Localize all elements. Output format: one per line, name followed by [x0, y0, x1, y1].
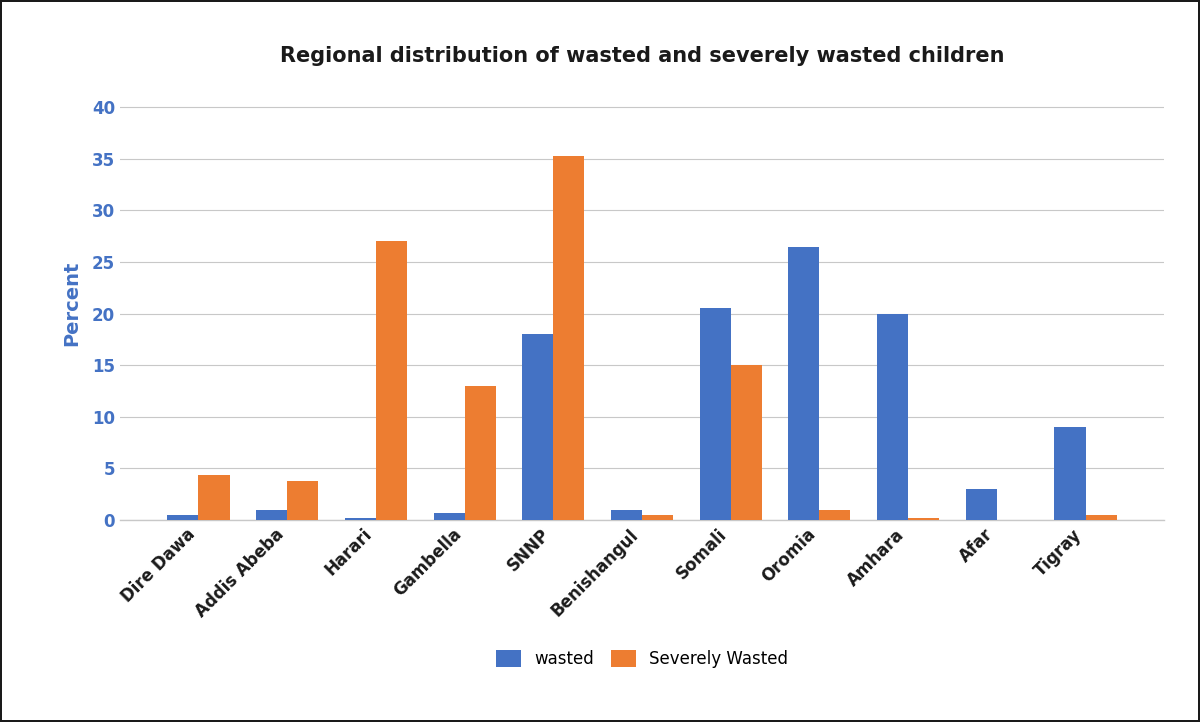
- Bar: [611, 510, 642, 520]
- Bar: [553, 156, 584, 520]
- Bar: [700, 308, 731, 520]
- Y-axis label: Percent: Percent: [62, 261, 80, 346]
- Bar: [433, 513, 464, 520]
- Bar: [966, 489, 997, 520]
- Bar: [1055, 427, 1086, 520]
- Bar: [287, 481, 318, 520]
- Bar: [731, 365, 762, 520]
- Bar: [788, 246, 820, 520]
- Bar: [642, 515, 673, 520]
- Legend: wasted, Severely Wasted: wasted, Severely Wasted: [487, 641, 797, 676]
- Bar: [376, 241, 407, 520]
- Bar: [877, 313, 908, 520]
- Bar: [522, 334, 553, 520]
- Bar: [464, 386, 496, 520]
- Bar: [1086, 515, 1116, 520]
- Bar: [908, 518, 940, 520]
- Bar: [198, 476, 229, 520]
- Bar: [820, 510, 851, 520]
- Bar: [256, 510, 287, 520]
- Title: Regional distribution of wasted and severely wasted children: Regional distribution of wasted and seve…: [280, 45, 1004, 66]
- Bar: [168, 515, 198, 520]
- Bar: [344, 518, 376, 520]
